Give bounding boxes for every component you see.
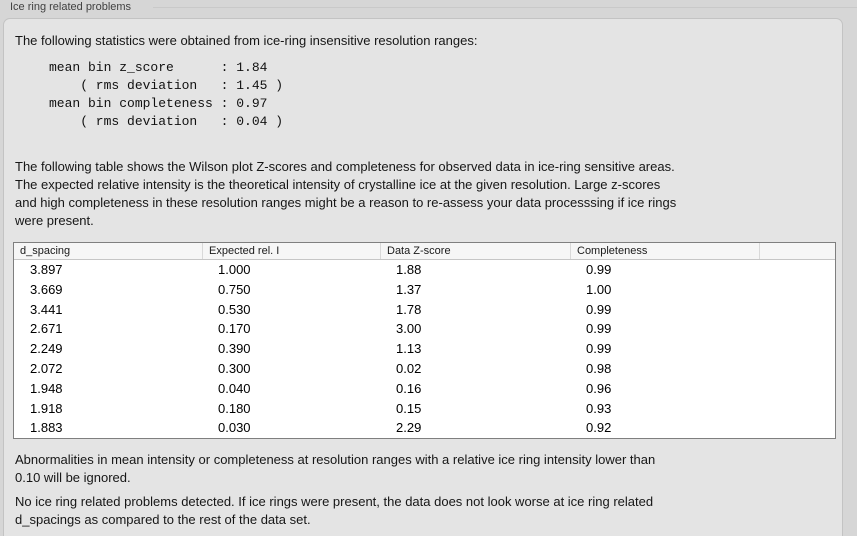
table-cell: 1.78 [396, 301, 422, 317]
column-header-completeness[interactable]: Completeness [570, 243, 759, 259]
table-cell: 0.99 [586, 301, 612, 317]
table-cell: 0.93 [586, 400, 612, 416]
table-cell: 0.390 [218, 341, 251, 357]
column-header-empty [759, 243, 835, 259]
table-cell: 0.99 [586, 341, 612, 357]
table-cell: 0.040 [218, 380, 251, 396]
table-cell: 0.99 [586, 262, 612, 277]
table-cell: 3.441 [30, 301, 63, 317]
ice-ring-table: d_spacing Expected rel. I Data Z-score C… [13, 242, 836, 440]
table-cell: 1.000 [218, 262, 251, 277]
table-cell [759, 379, 835, 399]
table-cell [759, 300, 835, 320]
table-cell: 1.13 [396, 341, 422, 357]
table-cell [759, 418, 835, 438]
table-cell: 0.96 [586, 380, 612, 396]
table-cell: 1.00 [586, 281, 612, 297]
table-row[interactable]: 3.669 0.750 1.37 1.00 [14, 280, 835, 300]
table-cell: 0.180 [218, 400, 251, 416]
table-row[interactable]: 2.249 0.390 1.13 0.99 [14, 339, 835, 359]
table-cell: 0.750 [218, 281, 251, 297]
table-row[interactable]: 3.441 0.530 1.78 0.99 [14, 300, 835, 320]
table-cell: 2.249 [30, 341, 63, 357]
table-cell [759, 319, 835, 339]
table-cell: 0.98 [586, 360, 612, 376]
table-cell: 1.918 [30, 400, 63, 416]
table-row[interactable]: 2.072 0.300 0.02 0.98 [14, 359, 835, 379]
table-cell: 2.072 [30, 360, 63, 376]
section-label: Ice ring related problems [10, 1, 132, 13]
table-cell: 0.170 [218, 321, 251, 337]
conclusion-text: No ice ring related problems detected. I… [15, 494, 654, 527]
table-cell: 0.16 [396, 380, 422, 396]
table-cell [759, 359, 835, 379]
intro-text: The following statistics were obtained f… [15, 33, 478, 48]
table-cell [759, 260, 835, 280]
table-cell: 0.92 [586, 420, 612, 436]
table-cell: 1.37 [396, 281, 422, 297]
ice-ring-panel: The following statistics were obtained f… [3, 18, 843, 536]
table-cell: 0.15 [396, 400, 422, 416]
table-cell: 2.671 [30, 321, 63, 337]
table-row[interactable]: 1.918 0.180 0.15 0.93 [14, 399, 835, 419]
table-cell: 0.300 [218, 360, 251, 376]
table-cell [759, 399, 835, 419]
table-cell [759, 339, 835, 359]
ignore-note: Abnormalities in mean intensity or compl… [15, 452, 656, 485]
table-body: 3.897 1.000 1.88 0.99 3.669 0.750 1.37 1.00 3.44… [14, 260, 835, 438]
table-header-row: d_spacing Expected rel. I Data Z-score C… [14, 243, 835, 260]
column-header-d-spacing[interactable]: d_spacing [20, 245, 71, 257]
column-header-expected-rel-i[interactable]: Expected rel. I [202, 243, 380, 259]
table-cell: 3.669 [30, 281, 63, 297]
column-header-data-z-score[interactable]: Data Z-score [380, 243, 570, 259]
table-description: The following table shows the Wilson plo… [15, 159, 677, 228]
table-cell: 1.88 [396, 262, 422, 277]
table-row[interactable]: 3.897 1.000 1.88 0.99 [14, 260, 835, 280]
table-cell: 0.02 [396, 360, 422, 376]
table-cell [759, 280, 835, 300]
table-cell: 0.030 [218, 420, 251, 436]
table-cell: 3.897 [30, 262, 63, 277]
table-cell: 1.948 [30, 380, 63, 396]
table-row[interactable]: 2.671 0.170 3.00 0.99 [14, 319, 835, 339]
table-cell: 0.99 [586, 321, 612, 337]
table-cell: 2.29 [396, 420, 422, 436]
table-cell: 1.883 [30, 420, 63, 436]
section-label-rule [153, 7, 857, 8]
stats-block: mean bin z_score : 1.84 ( rms deviation … [49, 60, 284, 129]
table-row[interactable]: 1.948 0.040 0.16 0.96 [14, 379, 835, 399]
table-cell: 0.530 [218, 301, 251, 317]
table-cell: 3.00 [396, 321, 422, 337]
table-row[interactable]: 1.883 0.030 2.29 0.92 [14, 418, 835, 438]
